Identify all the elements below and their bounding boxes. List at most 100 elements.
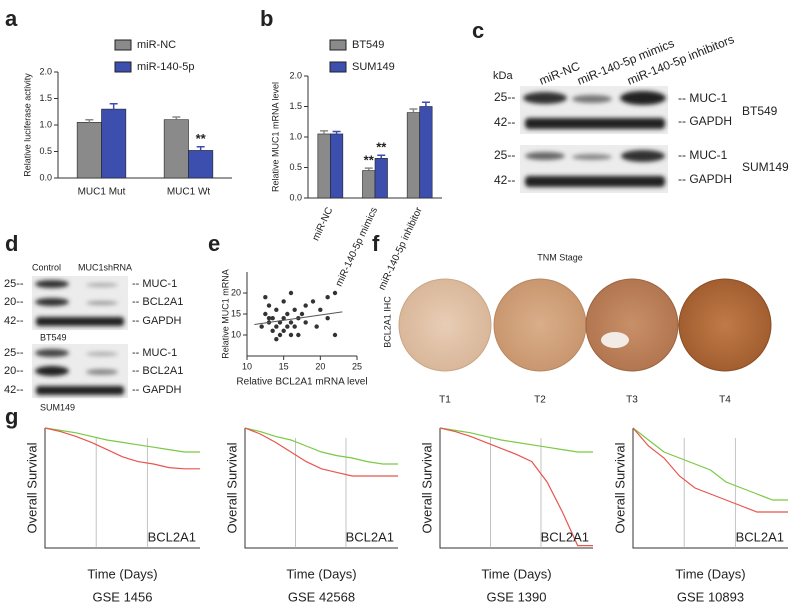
plot-frame	[439, 428, 593, 549]
band	[86, 301, 118, 305]
point	[285, 324, 290, 329]
legend-label: SUM149	[352, 61, 395, 73]
y-tick-label: 1.5	[289, 101, 302, 111]
point	[296, 332, 301, 338]
x-tick-label: MUC1 Wt	[167, 187, 211, 198]
band	[35, 298, 69, 306]
survival-curve	[632, 427, 788, 501]
point	[274, 307, 279, 312]
plot-frame	[632, 428, 788, 549]
band-label: -- BCL2A1	[132, 296, 183, 308]
panel-letter: e	[208, 231, 220, 256]
lane-label: miR-NC	[537, 59, 582, 88]
band	[525, 176, 665, 187]
survival-curve	[439, 427, 593, 547]
y-tick-label: 15	[231, 308, 241, 318]
error-bar	[196, 145, 205, 151]
band	[572, 154, 612, 160]
annotation: **	[196, 131, 207, 146]
panel-letter: d	[5, 231, 18, 256]
chart-title: GSE 10893	[677, 589, 744, 604]
x-tick-label: 20	[315, 361, 325, 371]
band	[86, 352, 118, 356]
panel-letter: f	[372, 231, 380, 256]
y-label: Relative MUC1 mRNA	[220, 269, 230, 359]
stage-label: T4	[719, 395, 731, 406]
y-tick-label: 2.0	[39, 66, 52, 76]
error-bar	[421, 101, 430, 107]
error-bar	[172, 116, 181, 120]
bar	[406, 112, 420, 199]
bar	[374, 158, 388, 199]
marker: 25--	[494, 90, 515, 104]
band	[35, 280, 69, 288]
survival-curve	[244, 427, 398, 477]
cell-line: SUM149	[742, 160, 789, 174]
band-label: -- MUC-1	[132, 347, 177, 359]
panel-letter: b	[260, 6, 273, 31]
point	[274, 324, 279, 329]
survival-curve	[44, 427, 200, 470]
band-label: -- BCL2A1	[132, 365, 183, 377]
point	[270, 328, 275, 333]
legend-label: miR-NC	[137, 39, 176, 51]
cell-line: SUM149	[40, 402, 75, 412]
chart-title: GSE 1390	[487, 589, 547, 604]
y-label: Overall Survival	[224, 442, 239, 533]
y-tick-label: 0.5	[39, 146, 52, 156]
panel-title: TNM Stage	[537, 252, 583, 262]
band	[36, 386, 124, 395]
band	[523, 92, 567, 104]
band	[572, 95, 612, 103]
y-tick-label: 1.0	[39, 119, 52, 129]
band	[621, 150, 665, 162]
bar	[76, 122, 102, 179]
annotation: **	[364, 153, 375, 168]
point	[263, 311, 268, 317]
stage-label: T1	[439, 395, 451, 406]
point	[281, 299, 286, 304]
y-tick-label: 0.0	[39, 172, 52, 182]
kda-label: kDa	[493, 70, 513, 82]
point	[310, 299, 316, 304]
x-tick-label: miR-140-5p inhibitor	[377, 205, 425, 292]
y-tick-label: 0.5	[289, 162, 302, 172]
gene-label: BCL2A1	[346, 529, 394, 544]
band	[86, 283, 118, 287]
survival-curve	[632, 427, 788, 513]
point	[332, 290, 338, 296]
y-label: BCL2A1 IHC	[382, 296, 392, 348]
x-tick-label: 10	[242, 361, 252, 371]
point	[281, 328, 286, 333]
y-label: Overall Survival	[24, 442, 39, 533]
point	[274, 337, 279, 342]
band	[525, 118, 665, 129]
point	[285, 311, 290, 317]
point	[292, 324, 297, 329]
bar	[330, 133, 344, 199]
chart-title: GSE 42568	[288, 589, 355, 604]
blot-d: d Control MUC1shRNA 25-- 20-- 42-- 25-- …	[4, 231, 183, 413]
y-tick-label: 1.0	[289, 131, 302, 141]
marker: 20--	[4, 296, 24, 308]
point	[266, 303, 272, 308]
band-label: -- MUC-1	[678, 91, 728, 105]
point	[288, 320, 294, 325]
ihc-core	[585, 278, 679, 372]
marker: 42--	[494, 173, 515, 187]
stage-label: T3	[626, 395, 638, 406]
point	[263, 295, 268, 300]
error-bar	[364, 167, 373, 171]
band	[620, 91, 666, 105]
survival-curve	[244, 427, 398, 465]
plot-frame	[44, 428, 200, 549]
survival-curve	[439, 427, 593, 453]
marker: 20--	[4, 365, 24, 377]
point	[332, 332, 338, 338]
panel-letter: g	[5, 404, 18, 429]
y-tick-label: 0.0	[289, 192, 302, 202]
plot-frame	[244, 428, 398, 549]
y-label: Overall Survival	[612, 442, 627, 533]
point	[277, 332, 283, 338]
